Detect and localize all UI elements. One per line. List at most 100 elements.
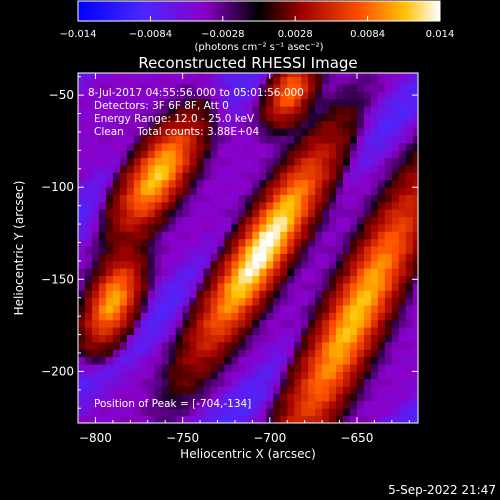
heatmap-cell: [384, 319, 393, 328]
heatmap-cell: [154, 341, 163, 350]
heatmap-cell: [336, 231, 344, 240]
heatmap-cell: [189, 73, 197, 78]
heatmap-cell: [224, 143, 232, 151]
heatmap-cell: [405, 312, 414, 321]
heatmap-cell: [238, 349, 246, 358]
heatmap-cell: [161, 356, 170, 365]
heatmap-cell: [343, 150, 351, 159]
heatmap-cell: [308, 165, 316, 173]
heatmap-cell: [252, 128, 260, 137]
heatmap-cell: [182, 179, 190, 188]
heatmap-cell: [182, 120, 190, 129]
heatmap-cell: [266, 327, 274, 335]
heatmap-cell: [259, 283, 267, 291]
heatmap-cell: [126, 378, 135, 387]
heatmap-cell: [126, 143, 135, 151]
heatmap-cell: [161, 364, 170, 372]
heatmap-cell: [84, 386, 93, 394]
heatmap-cell: [224, 378, 232, 387]
heatmap-cell: [126, 341, 135, 350]
heatmap-cell: [224, 84, 232, 92]
heatmap-cell: [91, 400, 100, 409]
heatmap-cell: [78, 364, 86, 372]
heatmap-cell: [259, 275, 267, 284]
heatmap-cell: [252, 246, 260, 254]
heatmap-cell: [308, 150, 316, 159]
heatmap-cell: [78, 408, 86, 417]
heatmap-cell: [343, 106, 351, 114]
heatmap-cell: [189, 157, 197, 166]
heatmap-cell: [308, 216, 316, 225]
heatmap-cell: [210, 150, 218, 159]
heatmap-cell: [287, 400, 295, 409]
heatmap-cell: [266, 393, 274, 402]
heatmap-cell: [363, 386, 372, 394]
heatmap-cell: [391, 349, 400, 358]
heatmap-cell: [308, 76, 316, 85]
heatmap-cell: [350, 73, 358, 78]
heatmap-cell: [189, 334, 197, 343]
heatmap-cell: [119, 224, 128, 232]
heatmap-cell: [189, 371, 197, 380]
heatmap-cell: [343, 312, 351, 321]
heatmap-cell: [98, 128, 107, 137]
heatmap-cell: [196, 319, 204, 328]
heatmap-cell: [84, 290, 93, 299]
heatmap-cell: [196, 253, 204, 262]
heatmap-cell: [245, 327, 253, 335]
heatmap-cell: [126, 327, 135, 335]
heatmap-cell: [405, 260, 414, 269]
heatmap-cell: [105, 113, 114, 122]
heatmap-cell: [175, 128, 184, 137]
heatmap-cell: [336, 246, 344, 254]
heatmap-cell: [363, 356, 372, 365]
heatmap-cell: [238, 253, 246, 262]
heatmap-cell: [126, 283, 135, 291]
heatmap-cell: [147, 224, 156, 232]
heatmap-cell: [231, 201, 239, 210]
heatmap-cell: [363, 231, 372, 240]
heatmap-cell: [280, 84, 288, 92]
heatmap-cell: [384, 349, 393, 358]
heatmap-cell: [412, 400, 418, 409]
heatmap-cell: [196, 91, 204, 100]
heatmap-cell: [377, 356, 386, 365]
heatmap-cell: [350, 290, 358, 299]
heatmap-cell: [91, 297, 100, 306]
heatmap-cell: [391, 98, 400, 107]
heatmap-cell: [161, 224, 170, 232]
heatmap-cell: [280, 408, 288, 417]
heatmap-cell: [231, 120, 239, 129]
heatmap-cell: [273, 364, 281, 372]
heatmap-cell: [189, 312, 197, 321]
heatmap-cell: [398, 246, 407, 254]
heatmap-cell: [280, 165, 288, 173]
heatmap-cell: [168, 150, 177, 159]
heatmap-cell: [231, 356, 239, 365]
heatmap-cell: [350, 135, 358, 144]
heatmap-cell: [168, 268, 177, 277]
heatmap-cell: [119, 371, 128, 380]
heatmap-cell: [252, 327, 260, 335]
heatmap-cell: [119, 290, 128, 299]
heatmap-cell: [287, 246, 295, 254]
heatmap-cell: [133, 371, 142, 380]
heatmap-cell: [245, 415, 253, 423]
heatmap-cell: [210, 231, 218, 240]
heatmap-cell: [126, 209, 135, 218]
heatmap-cell: [168, 216, 177, 225]
heatmap-cell: [343, 334, 351, 343]
heatmap-cell: [315, 98, 323, 107]
heatmap-cell: [245, 165, 253, 173]
heatmap-cell: [273, 356, 281, 365]
heatmap-cell: [315, 386, 323, 394]
heatmap-cell: [126, 393, 135, 402]
heatmap-cell: [363, 76, 372, 85]
heatmap-cell: [363, 224, 372, 232]
heatmap-cell: [343, 408, 351, 417]
heatmap-cell: [308, 120, 316, 129]
heatmap-cell: [336, 319, 344, 328]
heatmap-cell: [231, 312, 239, 321]
heatmap-cell: [175, 327, 184, 335]
heatmap-cell: [224, 364, 232, 372]
